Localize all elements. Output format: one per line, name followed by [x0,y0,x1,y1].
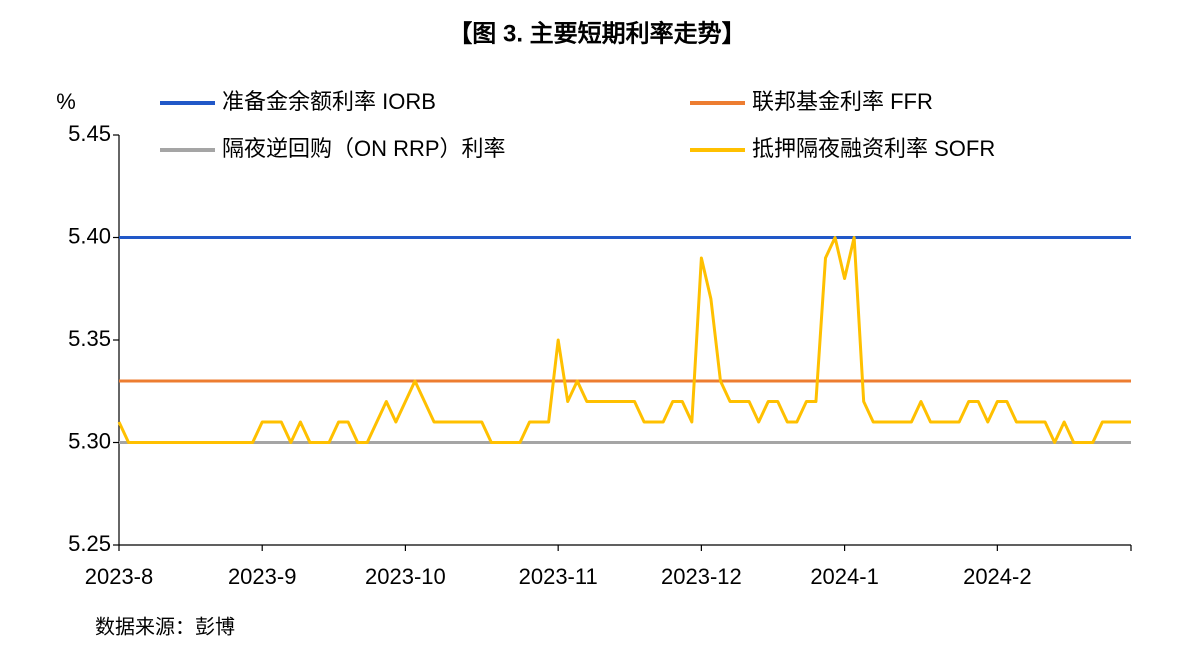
legend-label: 联邦基金利率 FFR [752,89,933,114]
x-tick-label: 2023-10 [365,564,446,589]
series-line [117,236,1131,444]
x-tick-label: 2024-1 [810,564,879,589]
source-note: 数据来源：彭博 [95,615,235,638]
y-tick-label: 5.25 [68,531,111,556]
y-tick-label: 5.35 [68,326,111,351]
x-tick-label: 2023-11 [519,564,598,589]
legend-label: 隔夜逆回购（ON RRP）利率 [222,136,506,161]
x-tick-label: 2023-12 [661,564,742,589]
y-tick-label: 5.30 [68,428,111,453]
y-axis-label: % [56,89,76,114]
legend-label: 准备金余额利率 IORB [222,89,436,114]
x-tick-label: 2023-8 [85,564,154,589]
legend-label: 抵押隔夜融资利率 SOFR [752,136,995,161]
y-tick-label: 5.40 [68,223,111,248]
x-tick-label: 2023-9 [228,564,297,589]
y-tick-label: 5.45 [68,121,111,146]
chart-title: 【图 3. 主要短期利率走势】 [448,19,745,47]
x-tick-label: 2024-2 [963,564,1032,589]
